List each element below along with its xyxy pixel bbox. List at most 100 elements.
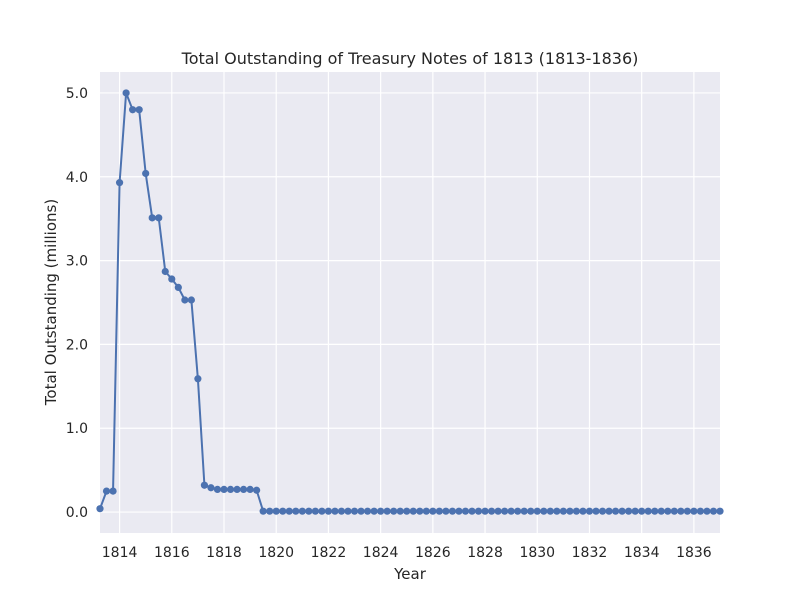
- data-point: [553, 507, 561, 515]
- x-axis-label: Year: [393, 565, 427, 583]
- data-point: [585, 507, 594, 515]
- x-tick-labels: 1814 1816 1818 1820 1822 1824 1826 1828 1830 1832…: [102, 545, 712, 561]
- data-point: [494, 507, 502, 515]
- x-tick-label: 1832: [572, 545, 608, 561]
- data-point: [683, 507, 691, 515]
- data-point: [155, 214, 163, 222]
- x-tick-label: 1836: [676, 545, 712, 561]
- data-point: [468, 507, 476, 515]
- data-point: [279, 507, 287, 515]
- data-point: [122, 89, 130, 97]
- data-point: [129, 106, 137, 114]
- data-point: [618, 507, 626, 515]
- data-point: [377, 507, 385, 515]
- data-point: [96, 505, 104, 513]
- data-point: [422, 507, 430, 515]
- data-point: [181, 296, 189, 304]
- data-point: [350, 507, 359, 515]
- data-point: [207, 484, 215, 492]
- y-tick-label: 1.0: [66, 421, 88, 437]
- data-point: [579, 507, 587, 515]
- data-point: [664, 507, 672, 515]
- data-point: [305, 507, 313, 515]
- data-point: [703, 507, 711, 515]
- data-point: [448, 507, 457, 515]
- x-tick-label: 1824: [363, 545, 399, 561]
- data-point: [239, 485, 248, 494]
- data-point: [559, 507, 567, 515]
- data-point: [357, 507, 365, 515]
- data-point: [253, 486, 261, 494]
- data-point: [187, 296, 195, 304]
- data-point: [677, 507, 685, 515]
- data-point: [272, 507, 280, 515]
- data-point: [461, 507, 470, 515]
- data-point: [546, 507, 554, 515]
- chart-title: Total Outstanding of Treasury Notes of 1…: [181, 49, 639, 68]
- data-point: [429, 507, 437, 515]
- data-point: [670, 507, 678, 515]
- data-point: [259, 507, 267, 515]
- data-point: [487, 507, 496, 515]
- x-tick-label: 1830: [519, 545, 555, 561]
- data-point: [631, 507, 639, 515]
- data-point: [455, 507, 463, 515]
- data-point: [611, 507, 620, 515]
- data-point: [226, 485, 235, 494]
- data-point: [657, 507, 665, 515]
- data-point: [213, 485, 222, 494]
- series-markers: [96, 89, 724, 515]
- data-point: [592, 507, 600, 515]
- data-point: [514, 507, 522, 515]
- data-point: [161, 267, 169, 276]
- data-point: [390, 507, 398, 515]
- data-point: [337, 507, 346, 515]
- data-point: [298, 507, 306, 515]
- y-tick-label: 4.0: [66, 170, 88, 186]
- data-point: [709, 507, 718, 515]
- data-point: [318, 507, 326, 515]
- grid-lines: [100, 72, 720, 533]
- data-point: [363, 507, 372, 515]
- data-point: [442, 507, 450, 515]
- data-point: [598, 507, 607, 515]
- x-tick-label: 1818: [206, 545, 242, 561]
- data-point: [220, 485, 228, 494]
- data-point: [383, 507, 391, 515]
- x-tick-label: 1816: [154, 545, 190, 561]
- y-axis-label: Total Outstanding (millions): [42, 199, 60, 406]
- data-point: [435, 507, 443, 515]
- x-tick-label: 1820: [258, 545, 294, 561]
- y-tick-label: 3.0: [66, 254, 88, 270]
- data-point: [566, 507, 574, 515]
- data-point: [527, 507, 535, 515]
- data-point: [370, 507, 378, 515]
- data-point: [520, 507, 528, 515]
- y-tick-label: 5.0: [66, 86, 88, 102]
- data-point: [696, 507, 705, 515]
- data-point: [142, 169, 150, 178]
- data-point: [572, 507, 581, 515]
- x-tick-label: 1814: [102, 545, 138, 561]
- data-point: [194, 375, 202, 383]
- data-point: [292, 507, 300, 515]
- x-tick-label: 1828: [467, 545, 503, 561]
- data-point: [200, 481, 209, 489]
- data-point: [115, 179, 124, 187]
- data-point: [285, 507, 293, 515]
- x-tick-label: 1834: [624, 545, 660, 561]
- data-point: [644, 507, 652, 515]
- data-point: [311, 507, 319, 515]
- data-point: [233, 485, 241, 494]
- y-tick-label: 0.0: [66, 505, 88, 521]
- data-point: [651, 507, 659, 515]
- x-tick-label: 1822: [311, 545, 347, 561]
- data-point: [481, 507, 489, 515]
- data-point: [625, 507, 633, 515]
- data-point: [409, 507, 417, 515]
- data-point: [266, 507, 274, 515]
- data-point: [474, 507, 483, 515]
- y-tick-label: 2.0: [66, 337, 88, 353]
